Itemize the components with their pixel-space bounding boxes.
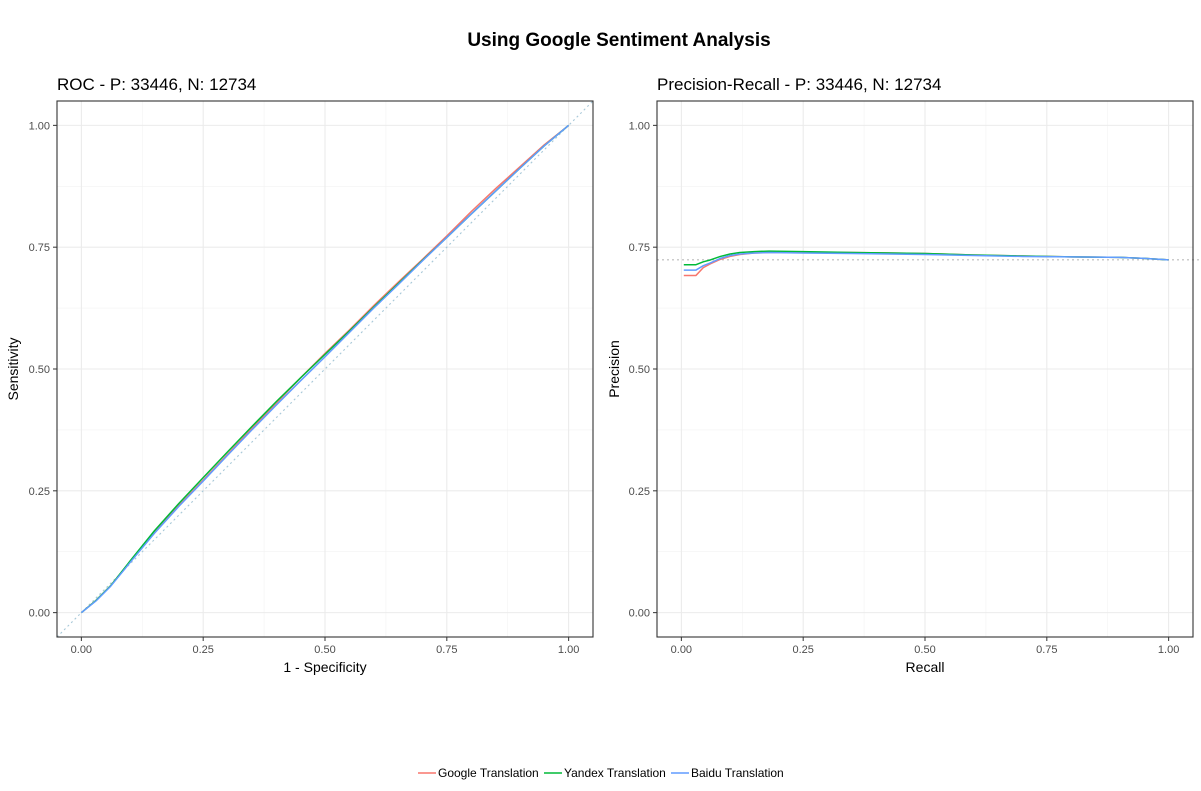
roc-y-axis-title: Sensitivity	[5, 337, 21, 400]
pr-x-tick-label: 0.00	[671, 644, 692, 656]
roc-x-tick-label: 0.75	[436, 644, 457, 656]
pr-x-tick-label: 0.50	[914, 644, 935, 656]
roc-series-baidu-translation	[80, 124, 570, 614]
legend-label-baidu: Baidu Translation	[691, 766, 784, 780]
roc-x-tick-label: 0.25	[192, 644, 213, 656]
roc-y-tick-label: 0.25	[29, 486, 50, 498]
pr-y-tick-label: 0.00	[629, 608, 650, 620]
precision-recall-panel: Precision-Recall - P: 33446, N: 12734 0.…	[606, 75, 1201, 675]
figure-title: Using Google Sentiment Analysis	[467, 30, 770, 51]
pr-x-tick-label: 0.75	[1036, 644, 1057, 656]
pr-y-tick-label: 1.00	[629, 120, 650, 132]
pr-panel-title: Precision-Recall - P: 33446, N: 12734	[657, 75, 941, 94]
roc-y-tick-label: 0.75	[29, 242, 50, 254]
pr-y-tick-label: 0.75	[629, 242, 650, 254]
pr-x-tick-label: 1.00	[1158, 644, 1179, 656]
roc-x-axis-title: 1 - Specificity	[283, 659, 366, 675]
roc-panel: ROC - P: 33446, N: 12734 0.00 0.25 0.50 0.7…	[5, 75, 594, 675]
roc-x-tick-label: 0.00	[71, 644, 92, 656]
pr-y-tick-label: 0.50	[629, 364, 650, 376]
roc-panel-title: ROC - P: 33446, N: 12734	[57, 75, 256, 94]
roc-reference-diagonal	[56, 100, 594, 638]
roc-x-tick-label: 1.00	[558, 644, 579, 656]
roc-x-tick-label: 0.50	[314, 644, 335, 656]
pr-y-axis-title: Precision	[606, 340, 622, 398]
pr-y-tick-label: 0.25	[629, 486, 650, 498]
roc-y-tick-label: 0.50	[29, 364, 50, 376]
roc-y-tick-label: 0.00	[29, 608, 50, 620]
pr-series-baidu-translation	[683, 251, 1169, 271]
legend: Google Translation Yandex Translation Ba…	[418, 766, 784, 780]
legend-label-yandex: Yandex Translation	[564, 766, 666, 780]
pr-x-axis-title: Recall	[906, 659, 945, 675]
pr-x-tick-label: 0.25	[792, 644, 813, 656]
legend-label-google: Google Translation	[438, 766, 539, 780]
roc-y-tick-label: 1.00	[29, 120, 50, 132]
